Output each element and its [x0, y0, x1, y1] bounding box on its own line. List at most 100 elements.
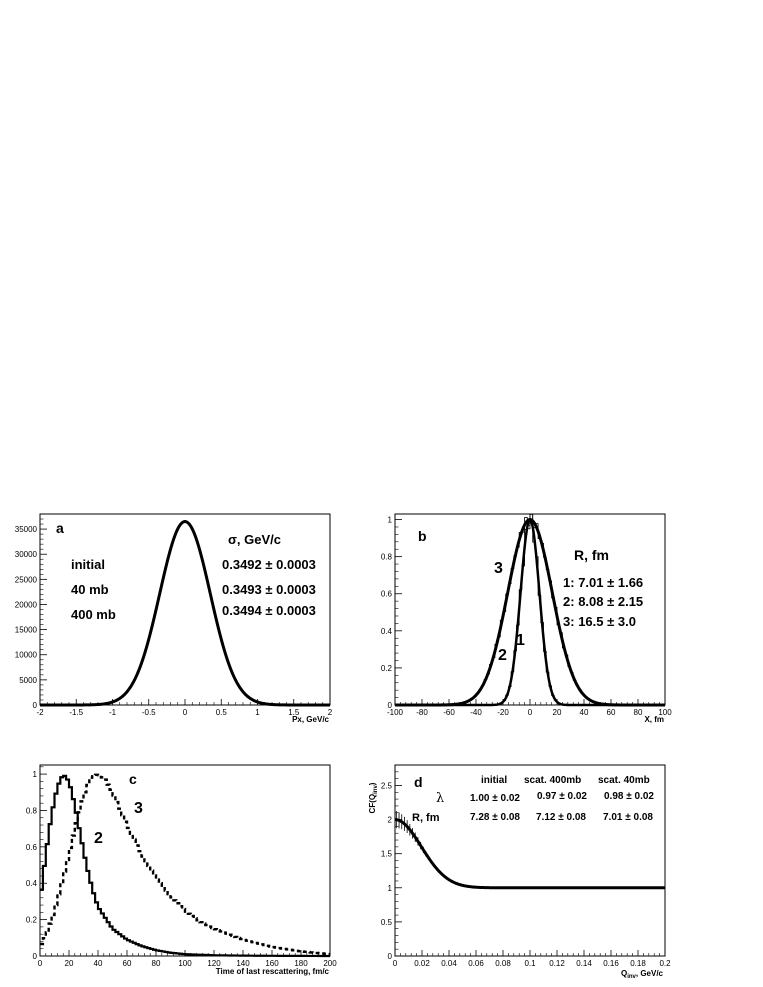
x-tick-label: -100 [387, 708, 404, 717]
x-tick-label: 140 [236, 959, 250, 968]
panel-letter: d [414, 774, 423, 790]
x-tick-label: -1 [109, 708, 117, 717]
x-tick-label: -40 [470, 708, 482, 717]
column-header: scat. 400mb [524, 775, 581, 786]
y-tick-label: 0.8 [381, 553, 393, 562]
y-tick-label: 0.4 [381, 627, 393, 636]
x-axis-label: Qinv, GeV/c [621, 969, 664, 980]
x-tick-label: 0.06 [468, 959, 484, 968]
legend-entry-3: 3: 16.5 ± 3.0 [563, 614, 636, 629]
table-cell: 1.00 ± 0.02 [470, 793, 520, 804]
legend-row-value: 0.3493 ± 0.0003 [222, 582, 316, 597]
legend-header: σ, GeV/c [228, 532, 281, 547]
x-tick-label: 0.04 [441, 959, 457, 968]
x-tick-label: 1 [255, 708, 260, 717]
error-bars [395, 811, 435, 867]
x-tick-label: 20 [65, 959, 74, 968]
x-axis-label: Time of last rescattering, fm/c [216, 967, 330, 976]
y-tick-label: 0.2 [381, 664, 393, 673]
legend-row-name: 400 mb [71, 607, 116, 622]
x-axis-label: Px, GeV/c [292, 715, 329, 724]
y-tick-label: 1 [33, 770, 38, 779]
y-tick-label: 2.5 [381, 781, 393, 790]
x-tick-label: 0 [38, 959, 43, 968]
curve-label-2: 2 [498, 647, 507, 664]
x-tick-label: 60 [123, 959, 132, 968]
legend-entry-1: 1: 7.01 ± 1.66 [563, 575, 643, 590]
histogram-3 [40, 773, 330, 956]
curve-label-3: 3 [494, 560, 503, 577]
curve-label-3: 3 [134, 800, 143, 817]
legend-row-value: 0.3492 ± 0.0003 [222, 557, 316, 572]
y-tick-label: 35000 [15, 525, 38, 534]
panel-letter: a [56, 520, 64, 536]
plot-frame [39, 764, 331, 957]
table-cell: 7.28 ± 0.08 [470, 812, 520, 823]
x-tick-label: 80 [634, 708, 643, 717]
x-tick-label: 20 [553, 708, 562, 717]
legend-row-name: initial [71, 557, 105, 572]
x-tick-label: 40 [94, 959, 103, 968]
histogram-1 [395, 513, 665, 706]
panel-letter: c [129, 771, 137, 787]
column-header: initial [481, 775, 507, 786]
x-tick-label: 0 [528, 708, 533, 717]
x-tick-label: 1.5 [288, 708, 300, 717]
x-tick-label: -60 [443, 708, 455, 717]
table-cell: 7.01 ± 0.08 [603, 812, 653, 823]
legend-row-name: 40 mb [71, 582, 109, 597]
panel-c: 0 20 40 60 80 100 120 140 160 180 200 0 0.2 0.4 0.6 0.8… [26, 764, 337, 976]
x-tick-label: 40 [580, 708, 589, 717]
gaussian-curve [40, 520, 330, 707]
x-tick-label: -2 [36, 708, 44, 717]
y-tick-label: 10000 [15, 651, 38, 660]
legend-header: R, fm [574, 547, 609, 563]
x-tick-label: 0 [183, 708, 188, 717]
correlation-fit-curve [394, 818, 665, 890]
row-label-lambda: λ [436, 791, 444, 806]
x-tick-label: 0.14 [576, 959, 592, 968]
fit-curve-3 [395, 518, 665, 707]
fit-curve-1 [395, 518, 665, 707]
table-cell: 7.12 ± 0.08 [536, 812, 586, 823]
x-tick-label: 100 [178, 959, 192, 968]
x-axis-label: X, fm [644, 715, 664, 724]
y-tick-label: 20000 [15, 600, 38, 609]
x-tick-label: 0 [393, 959, 398, 968]
plot-frame [394, 513, 666, 706]
x-tick-label: 0.16 [603, 959, 619, 968]
panel-d: 0 0.02 0.04 0.06 0.08 0.1 0.12 0.14 0.16 0.18 0.2 0… [368, 764, 671, 980]
y-tick-label: 1 [388, 516, 393, 525]
x-tick-label: 2 [328, 708, 333, 717]
column-header: scat. 40mb [598, 775, 650, 786]
x-tick-label: 60 [607, 708, 616, 717]
y-tick-label: 15000 [15, 626, 38, 635]
y-tick-label: 0.4 [26, 879, 38, 888]
y-tick-label: 0 [388, 701, 393, 710]
x-tick-label: 200 [323, 959, 337, 968]
y-axis-label: CF(Qinv) [368, 782, 379, 813]
y-tick-label: 0.6 [26, 843, 38, 852]
y-tick-label: 0.6 [381, 590, 393, 599]
x-tick-label: -20 [497, 708, 509, 717]
y-tick-label: 0.8 [26, 806, 38, 815]
y-tick-label: 0.2 [26, 916, 38, 925]
x-tick-label: -0.5 [142, 708, 156, 717]
table-cell: 0.98 ± 0.02 [604, 791, 654, 802]
curve-label-1: 1 [516, 632, 525, 649]
x-tick-label: 0.1 [524, 959, 536, 968]
y-tick-label: 1 [388, 884, 393, 893]
x-tick-label: -80 [416, 708, 428, 717]
x-tick-label: 80 [152, 959, 161, 968]
x-tick-label: 0.12 [549, 959, 565, 968]
x-tick-label: 160 [265, 959, 279, 968]
y-tick-label: 30000 [15, 550, 38, 559]
y-tick-label: 0 [33, 701, 38, 710]
y-tick-label: 1.5 [381, 850, 393, 859]
y-tick-label: 25000 [15, 575, 38, 584]
y-tick-label: 2 [388, 816, 393, 825]
row-label-r: R, fm [412, 812, 440, 824]
histogram-2 [40, 774, 330, 958]
x-tick-label: 0.2 [659, 959, 671, 968]
